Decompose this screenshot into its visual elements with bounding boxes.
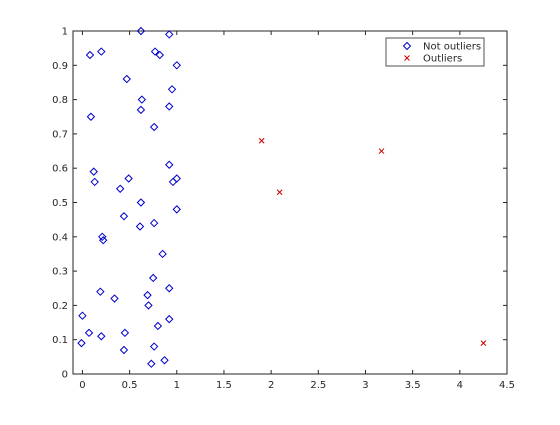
inlier-point <box>149 342 159 351</box>
inlier-point <box>149 122 159 132</box>
inlier-point <box>124 174 133 183</box>
series-diamond <box>77 26 181 368</box>
inlier-point <box>135 222 145 231</box>
plot-area-frame <box>72 30 508 375</box>
inlier-point <box>77 338 86 348</box>
x-tick-label: 3.5 <box>405 380 421 391</box>
inlier-point <box>136 105 146 115</box>
series-x <box>258 137 487 346</box>
legend-entry-label: Outliers <box>423 54 462 65</box>
inlier-point <box>98 236 108 245</box>
inlier-point <box>165 102 174 111</box>
legend-marker <box>402 41 412 51</box>
inlier-point <box>96 287 105 296</box>
inlier-point <box>86 112 96 121</box>
inlier-point <box>90 177 99 187</box>
x-tick-label: 0.5 <box>122 380 138 391</box>
inlier-point <box>150 47 160 56</box>
outlier-point <box>378 148 385 154</box>
x-tick-label: 4.5 <box>499 380 515 391</box>
inlier-point <box>167 85 177 94</box>
inlier-point <box>120 328 130 338</box>
inlier-point <box>122 74 131 84</box>
inlier-point <box>110 294 119 303</box>
x-tick-label: 4 <box>457 380 463 391</box>
inlier-point <box>147 359 156 368</box>
inlier-point <box>137 95 147 104</box>
y-tick-label: 0.2 <box>52 301 68 312</box>
inlier-point <box>115 184 125 193</box>
x-tick-label: 1.5 <box>216 380 232 391</box>
y-tick-label: 0 <box>62 370 68 381</box>
y-tick-label: 0.8 <box>52 95 68 106</box>
inlier-point <box>136 198 146 207</box>
y-tick-label: 0.5 <box>52 198 68 209</box>
y-tick-label: 1 <box>62 27 68 38</box>
inlier-point <box>89 167 98 176</box>
x-tick-label: 2.5 <box>310 380 326 391</box>
inlier-point <box>97 332 106 341</box>
inlier-point <box>78 311 87 320</box>
inlier-point <box>160 356 169 365</box>
legend-box <box>385 37 485 67</box>
inlier-point <box>143 290 152 300</box>
y-tick-label: 0.1 <box>52 335 68 346</box>
inlier-point <box>144 301 153 310</box>
data-points <box>77 26 487 368</box>
outlier-point <box>480 340 487 346</box>
inlier-point <box>165 284 174 293</box>
y-tick-label: 0.3 <box>52 267 68 278</box>
inlier-point <box>149 218 159 228</box>
y-tick-label: 0.7 <box>52 129 68 140</box>
x-tick-label: 1 <box>174 380 180 391</box>
inlier-point <box>172 205 181 214</box>
x-tick-label: 2 <box>268 380 274 391</box>
inlier-point <box>165 314 174 324</box>
axes: 0 0.5 1 1.5 2 2.5 3 3.5 4 4.5 0 0.1 0.2 0.3 0.4 0.5 0.6 0… <box>52 27 515 392</box>
y-tick-label: 0.9 <box>52 61 68 72</box>
inlier-point <box>119 212 129 221</box>
inlier-point <box>172 61 181 70</box>
inlier-point <box>84 328 94 338</box>
inlier-point <box>85 50 95 60</box>
inlier-point <box>98 232 107 242</box>
outlier-point <box>276 189 283 196</box>
y-tick-label: 0.4 <box>52 232 68 243</box>
legend-entry-label: Not outliers <box>423 42 481 53</box>
inlier-point <box>148 273 158 283</box>
inlier-point <box>165 30 174 39</box>
y-tick-label: 0.6 <box>52 164 68 175</box>
inlier-point <box>155 50 165 60</box>
inlier-point <box>97 47 106 56</box>
inlier-point <box>168 177 178 187</box>
outlier-point <box>258 137 265 144</box>
inlier-point <box>119 345 129 355</box>
legend-marker <box>404 55 410 61</box>
inlier-point <box>136 26 146 36</box>
inlier-point <box>153 321 163 331</box>
x-tick-label: 0 <box>79 380 85 391</box>
x-tick-label: 3 <box>362 380 368 391</box>
inlier-point <box>158 249 167 259</box>
inlier-point <box>165 160 174 169</box>
